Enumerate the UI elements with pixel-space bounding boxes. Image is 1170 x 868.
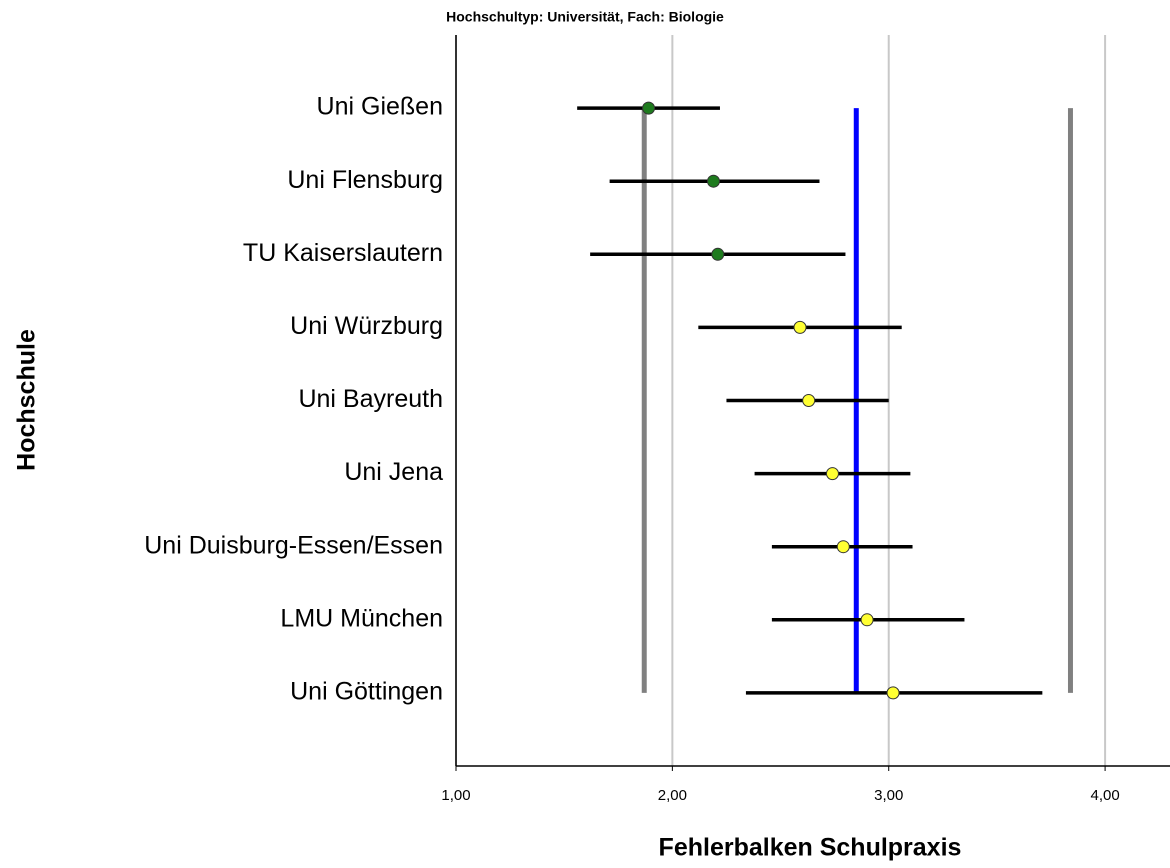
point: [706, 174, 720, 188]
point: [793, 320, 807, 334]
y-axis-label: Hochschule: [13, 329, 41, 471]
point: [825, 467, 839, 481]
y-tick-label: Uni Gießen: [317, 93, 443, 121]
point: [642, 101, 656, 115]
y-tick-label: Uni Duisburg-Essen/Essen: [144, 531, 443, 559]
y-tick-label: TU Kaiserslautern: [243, 239, 443, 267]
x-tick-label: 3,00: [874, 787, 903, 804]
point: [802, 394, 816, 407]
y-tick-label: Uni Würzburg: [290, 312, 443, 340]
point: [711, 247, 725, 261]
y-tick-label: Uni Flensburg: [287, 166, 443, 194]
point: [860, 613, 874, 627]
y-tick-label: Uni Göttingen: [290, 678, 443, 706]
y-tick-label: LMU München: [280, 604, 443, 632]
x-tick-label: 2,00: [658, 787, 687, 804]
y-tick-label: Uni Jena: [344, 458, 443, 486]
y-tick-label: Uni Bayreuth: [298, 385, 443, 413]
point: [886, 686, 900, 700]
x-tick-label: 4,00: [1090, 787, 1119, 804]
chart-title: Hochschultyp: Universität, Fach: Biologi…: [446, 9, 724, 25]
point: [836, 540, 850, 554]
x-axis-label: Fehlerbalken Schulpraxis: [659, 834, 962, 862]
x-tick-label: 1,00: [441, 787, 470, 804]
